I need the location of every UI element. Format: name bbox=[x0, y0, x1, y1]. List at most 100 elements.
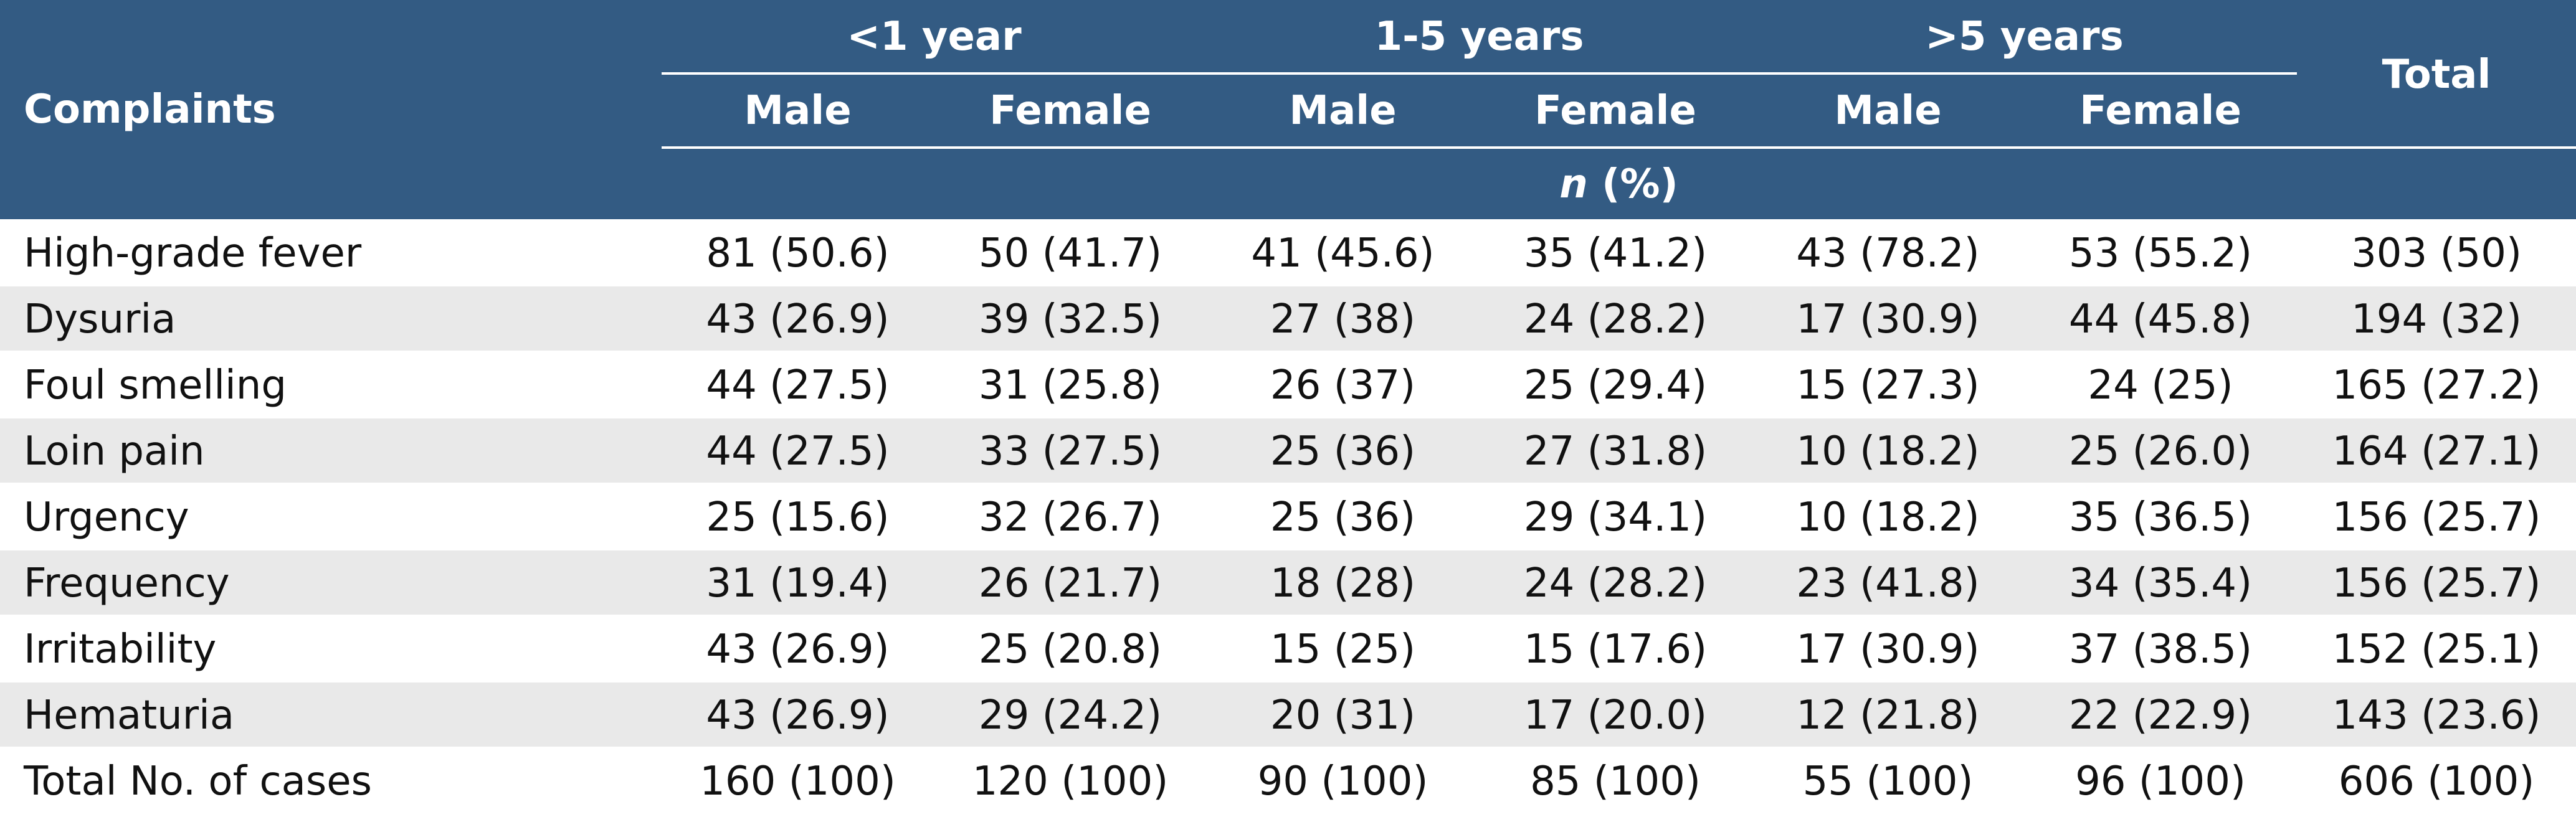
row-label: Frequency bbox=[24, 560, 230, 607]
value-cell: 25 (20.8) bbox=[978, 626, 1162, 673]
table-header: Complaints <1 year 1-5 years >5 years Ma… bbox=[0, 0, 2576, 219]
sex-underline bbox=[662, 146, 2576, 149]
value-cell: 15 (27.3) bbox=[1796, 362, 1980, 408]
row-divider bbox=[0, 681, 2576, 682]
total-cell: 303 (50) bbox=[2351, 230, 2522, 276]
age-group-underline bbox=[662, 72, 2297, 75]
value-cell: 41 (45.6) bbox=[1251, 230, 1435, 276]
value-cell: 12 (21.8) bbox=[1796, 692, 1980, 739]
value-cell: 55 (100) bbox=[1802, 758, 1974, 805]
value-cell: 43 (26.9) bbox=[706, 692, 890, 739]
value-cell: 37 (38.5) bbox=[2068, 626, 2253, 673]
row-divider bbox=[0, 615, 2576, 616]
value-cell: 25 (26.0) bbox=[2068, 428, 2253, 475]
sex-header-female-gt5: Female bbox=[2079, 88, 2241, 134]
value-cell: 24 (28.2) bbox=[1523, 560, 1708, 607]
value-cell: 160 (100) bbox=[700, 758, 896, 805]
value-cell: 26 (21.7) bbox=[978, 560, 1162, 607]
total-cell: 606 (100) bbox=[2338, 758, 2535, 805]
value-cell: 15 (17.6) bbox=[1523, 626, 1708, 673]
table-row: Dysuria 43 (26.9) 39 (32.5) 27 (38) 24 (28.2… bbox=[0, 286, 2576, 352]
sex-header-male-1-5: Male bbox=[1289, 88, 1397, 134]
total-header: Total bbox=[2382, 52, 2491, 98]
value-cell: 17 (30.9) bbox=[1796, 296, 1980, 342]
value-cell: 29 (24.2) bbox=[978, 692, 1162, 739]
table-row: Loin pain 44 (27.5) 33 (27.5) 25 (36) 27 (31… bbox=[0, 418, 2576, 484]
age-group-header-1-5: 1-5 years bbox=[1374, 14, 1584, 60]
value-cell: 25 (29.4) bbox=[1523, 362, 1708, 408]
value-cell: 26 (37) bbox=[1270, 362, 1416, 408]
value-cell: 22 (22.9) bbox=[2068, 692, 2253, 739]
value-cell: 10 (18.2) bbox=[1796, 494, 1980, 541]
row-divider bbox=[0, 483, 2576, 484]
age-group-header-gt5: >5 years bbox=[1925, 14, 2124, 60]
value-cell: 15 (25) bbox=[1270, 626, 1416, 673]
table-row: High-grade fever 81 (50.6) 50 (41.7) 41 (45… bbox=[0, 220, 2576, 286]
value-cell: 31 (19.4) bbox=[706, 560, 890, 607]
row-label: Foul smelling bbox=[24, 362, 287, 408]
age-group-header-lt1: <1 year bbox=[847, 14, 1022, 60]
sex-header-female-1-5: Female bbox=[1534, 88, 1696, 134]
row-divider bbox=[0, 747, 2576, 749]
value-cell: 81 (50.6) bbox=[706, 230, 890, 276]
table-row: Total No. of cases 160 (100) 120 (100) 90 (… bbox=[0, 749, 2576, 815]
value-cell: 17 (20.0) bbox=[1523, 692, 1708, 739]
table-row: Foul smelling 44 (27.5) 31 (25.8) 26 (37) 25… bbox=[0, 352, 2576, 418]
value-cell: 96 (100) bbox=[2075, 758, 2246, 805]
value-cell: 17 (30.9) bbox=[1796, 626, 1980, 673]
table-row: Hematuria 43 (26.9) 29 (24.2) 20 (31) 17 (20… bbox=[0, 682, 2576, 749]
value-cell: 24 (25) bbox=[2088, 362, 2233, 408]
value-cell: 32 (26.7) bbox=[978, 494, 1162, 541]
value-cell: 44 (27.5) bbox=[706, 362, 890, 408]
n-symbol: n bbox=[1559, 161, 1588, 207]
row-label: Dysuria bbox=[24, 296, 176, 342]
value-cell: 31 (25.8) bbox=[978, 362, 1162, 408]
value-cell: 44 (45.8) bbox=[2068, 296, 2253, 342]
value-cell: 10 (18.2) bbox=[1796, 428, 1980, 475]
value-cell: 34 (35.4) bbox=[2068, 560, 2253, 607]
value-cell: 90 (100) bbox=[1257, 758, 1428, 805]
value-cell: 85 (100) bbox=[1530, 758, 1701, 805]
row-label: Total No. of cases bbox=[24, 758, 372, 805]
value-cell: 25 (36) bbox=[1270, 494, 1416, 541]
total-cell: 164 (27.1) bbox=[2332, 428, 2541, 475]
value-cell: 43 (26.9) bbox=[706, 626, 890, 673]
table-row: Irritability 43 (26.9) 25 (20.8) 15 (25) 15 … bbox=[0, 616, 2576, 682]
row-divider bbox=[0, 549, 2576, 550]
sex-header-male-lt1: Male bbox=[744, 88, 852, 134]
total-cell: 156 (25.7) bbox=[2332, 494, 2541, 541]
value-cell: 24 (28.2) bbox=[1523, 296, 1708, 342]
row-label: Hematuria bbox=[24, 692, 235, 739]
row-divider bbox=[0, 417, 2576, 418]
value-cell: 43 (78.2) bbox=[1796, 230, 1980, 276]
value-cell: 35 (36.5) bbox=[2068, 494, 2253, 541]
value-cell: 33 (27.5) bbox=[978, 428, 1162, 475]
table-row: Urgency 25 (15.6) 32 (26.7) 25 (36) 29 (34.1… bbox=[0, 484, 2576, 550]
value-cell: 25 (36) bbox=[1270, 428, 1416, 475]
value-cell: 50 (41.7) bbox=[978, 230, 1162, 276]
value-cell: 44 (27.5) bbox=[706, 428, 890, 475]
value-cell: 20 (31) bbox=[1270, 692, 1416, 739]
total-cell: 152 (25.1) bbox=[2332, 626, 2541, 673]
value-cell: 35 (41.2) bbox=[1523, 230, 1708, 276]
value-cell: 25 (15.6) bbox=[706, 494, 890, 541]
row-label: Urgency bbox=[24, 494, 189, 541]
sex-header-male-gt5: Male bbox=[1834, 88, 1942, 134]
value-cell: 43 (26.9) bbox=[706, 296, 890, 342]
total-cell: 194 (32) bbox=[2351, 296, 2522, 342]
value-cell: 27 (38) bbox=[1270, 296, 1416, 342]
value-cell: 23 (41.8) bbox=[1796, 560, 1980, 607]
total-cell: 156 (25.7) bbox=[2332, 560, 2541, 607]
row-label: Irritability bbox=[24, 626, 217, 673]
row-label: High-grade fever bbox=[24, 230, 362, 276]
total-cell: 165 (27.2) bbox=[2332, 362, 2541, 408]
n-percent-label: n (%) bbox=[662, 149, 2576, 219]
complaints-header: Complaints bbox=[24, 87, 276, 133]
total-cell: 143 (23.6) bbox=[2332, 692, 2541, 739]
value-cell: 27 (31.8) bbox=[1523, 428, 1708, 475]
row-divider bbox=[0, 351, 2576, 352]
table-row: Frequency 31 (19.4) 26 (21.7) 18 (28) 24 (28… bbox=[0, 550, 2576, 616]
row-label: Loin pain bbox=[24, 428, 205, 475]
row-divider bbox=[0, 285, 2576, 286]
